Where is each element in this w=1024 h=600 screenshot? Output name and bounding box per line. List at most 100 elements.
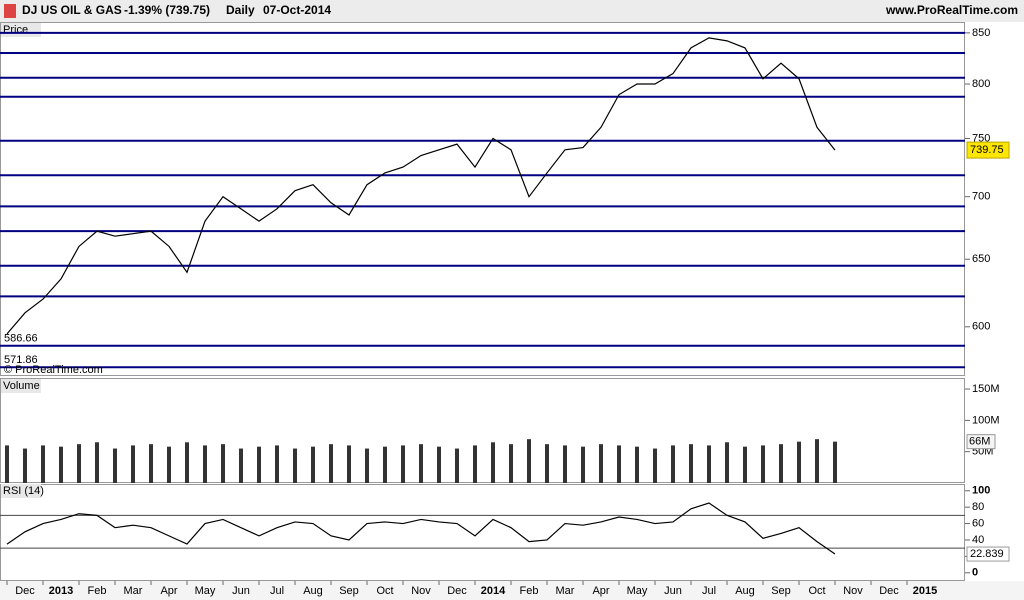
y-tick-label: 40 [972,534,984,546]
y-tick-label: 150M [972,383,1000,395]
last-volume: 66M [969,436,990,448]
volume-bar [59,446,63,483]
x-tick-label: Jul [270,585,284,597]
volume-bar [203,445,207,483]
x-tick-label: Dec [879,585,899,597]
y-tick-label: 0 [972,567,978,579]
volume-bar [419,444,423,483]
volume-bar [725,442,729,483]
last-price-tag [966,141,1010,159]
volume-bar [239,448,243,483]
rsi-panel [0,484,965,581]
volume-bar [23,448,27,483]
x-tick-label: Sep [771,585,791,597]
rsi-line [6,502,836,555]
level-label: 586.66 [4,333,38,345]
y-tick-label: 850 [972,27,990,39]
x-tick-label: Dec [447,585,467,597]
x-tick-label: Sep [339,585,359,597]
x-tick-label: Apr [592,585,609,597]
volume-bar [815,439,819,483]
price-panel [0,22,965,376]
x-tick-label: Feb [88,585,107,597]
volume-bar [509,444,513,483]
x-tick-label: May [627,585,648,597]
volume-bar [743,446,747,483]
volume-bar [131,445,135,483]
volume-bar [113,448,117,483]
volume-bar [257,446,261,483]
y-tick-label: 750 [972,132,990,144]
site: www.ProRealTime.com [885,3,1018,17]
volume-bar [707,445,711,483]
volume-bar [95,442,99,483]
header-bar [0,0,1024,22]
volume-bar [761,445,765,483]
volume-bar [347,445,351,483]
panel-label-bg [1,379,41,393]
date: 07-Oct-2014 [263,3,331,17]
volume-bar [5,445,9,483]
volume-bar [635,446,639,483]
volume-bar [455,448,459,483]
volume-bar [77,444,81,483]
x-tick-label: Oct [808,585,825,597]
x-tick-label: Apr [160,585,177,597]
volume-bar [383,446,387,483]
x-axis-bar [0,581,1024,600]
x-tick-label: 2013 [49,585,73,597]
y-tick-label: 100 [972,485,990,497]
volume-bar [617,445,621,483]
y-tick-label: 80 [972,501,984,513]
volume-panel [0,378,965,483]
change: -1.39% (739.75) [124,3,210,17]
volume-bar [671,445,675,483]
volume-bar [311,446,315,483]
volume-bar [275,445,279,483]
x-tick-label: Oct [376,585,393,597]
volume-bar [527,439,531,483]
panel-label: Price [3,24,28,36]
volume-bar [581,446,585,483]
period: Daily [226,3,255,17]
y-tick-label: 60 [972,517,984,529]
app-icon [4,4,16,18]
x-tick-label: Jun [664,585,682,597]
x-tick-label: Aug [303,585,323,597]
volume-bar [221,444,225,483]
title: DJ US OIL & GAS [22,3,122,17]
x-tick-label: Aug [735,585,755,597]
volume-bar [293,448,297,483]
volume-bar [689,444,693,483]
level-label: 571.86 [4,354,38,366]
last-volume-tag [966,434,996,450]
panel-label-bg [1,484,41,498]
x-tick-label: May [195,585,216,597]
volume-bar [779,444,783,483]
volume-bar [149,444,153,483]
x-tick-label: Mar [556,585,575,597]
y-tick-label: 800 [972,78,990,90]
volume-bar [473,445,477,483]
panel-label: Volume [3,380,40,392]
volume-bar [563,445,567,483]
volume-bar [599,444,603,483]
volume-bar [401,445,405,483]
price-line [6,37,836,335]
volume-bar [185,442,189,483]
last-price: 739.75 [970,144,1004,156]
x-tick-label: Mar [124,585,143,597]
volume-bar [797,441,801,483]
x-tick-label: 2015 [913,585,937,597]
x-tick-label: Dec [15,585,35,597]
last-rsi: 22.839 [970,548,1004,560]
volume-bar [491,442,495,483]
volume-bar [167,446,171,483]
volume-bar [365,448,369,483]
last-rsi-tag [966,546,1010,562]
x-tick-label: Nov [411,585,431,597]
y-tick-label: 600 [972,321,990,333]
x-tick-label: 2014 [481,585,506,597]
volume-bar [41,445,45,483]
